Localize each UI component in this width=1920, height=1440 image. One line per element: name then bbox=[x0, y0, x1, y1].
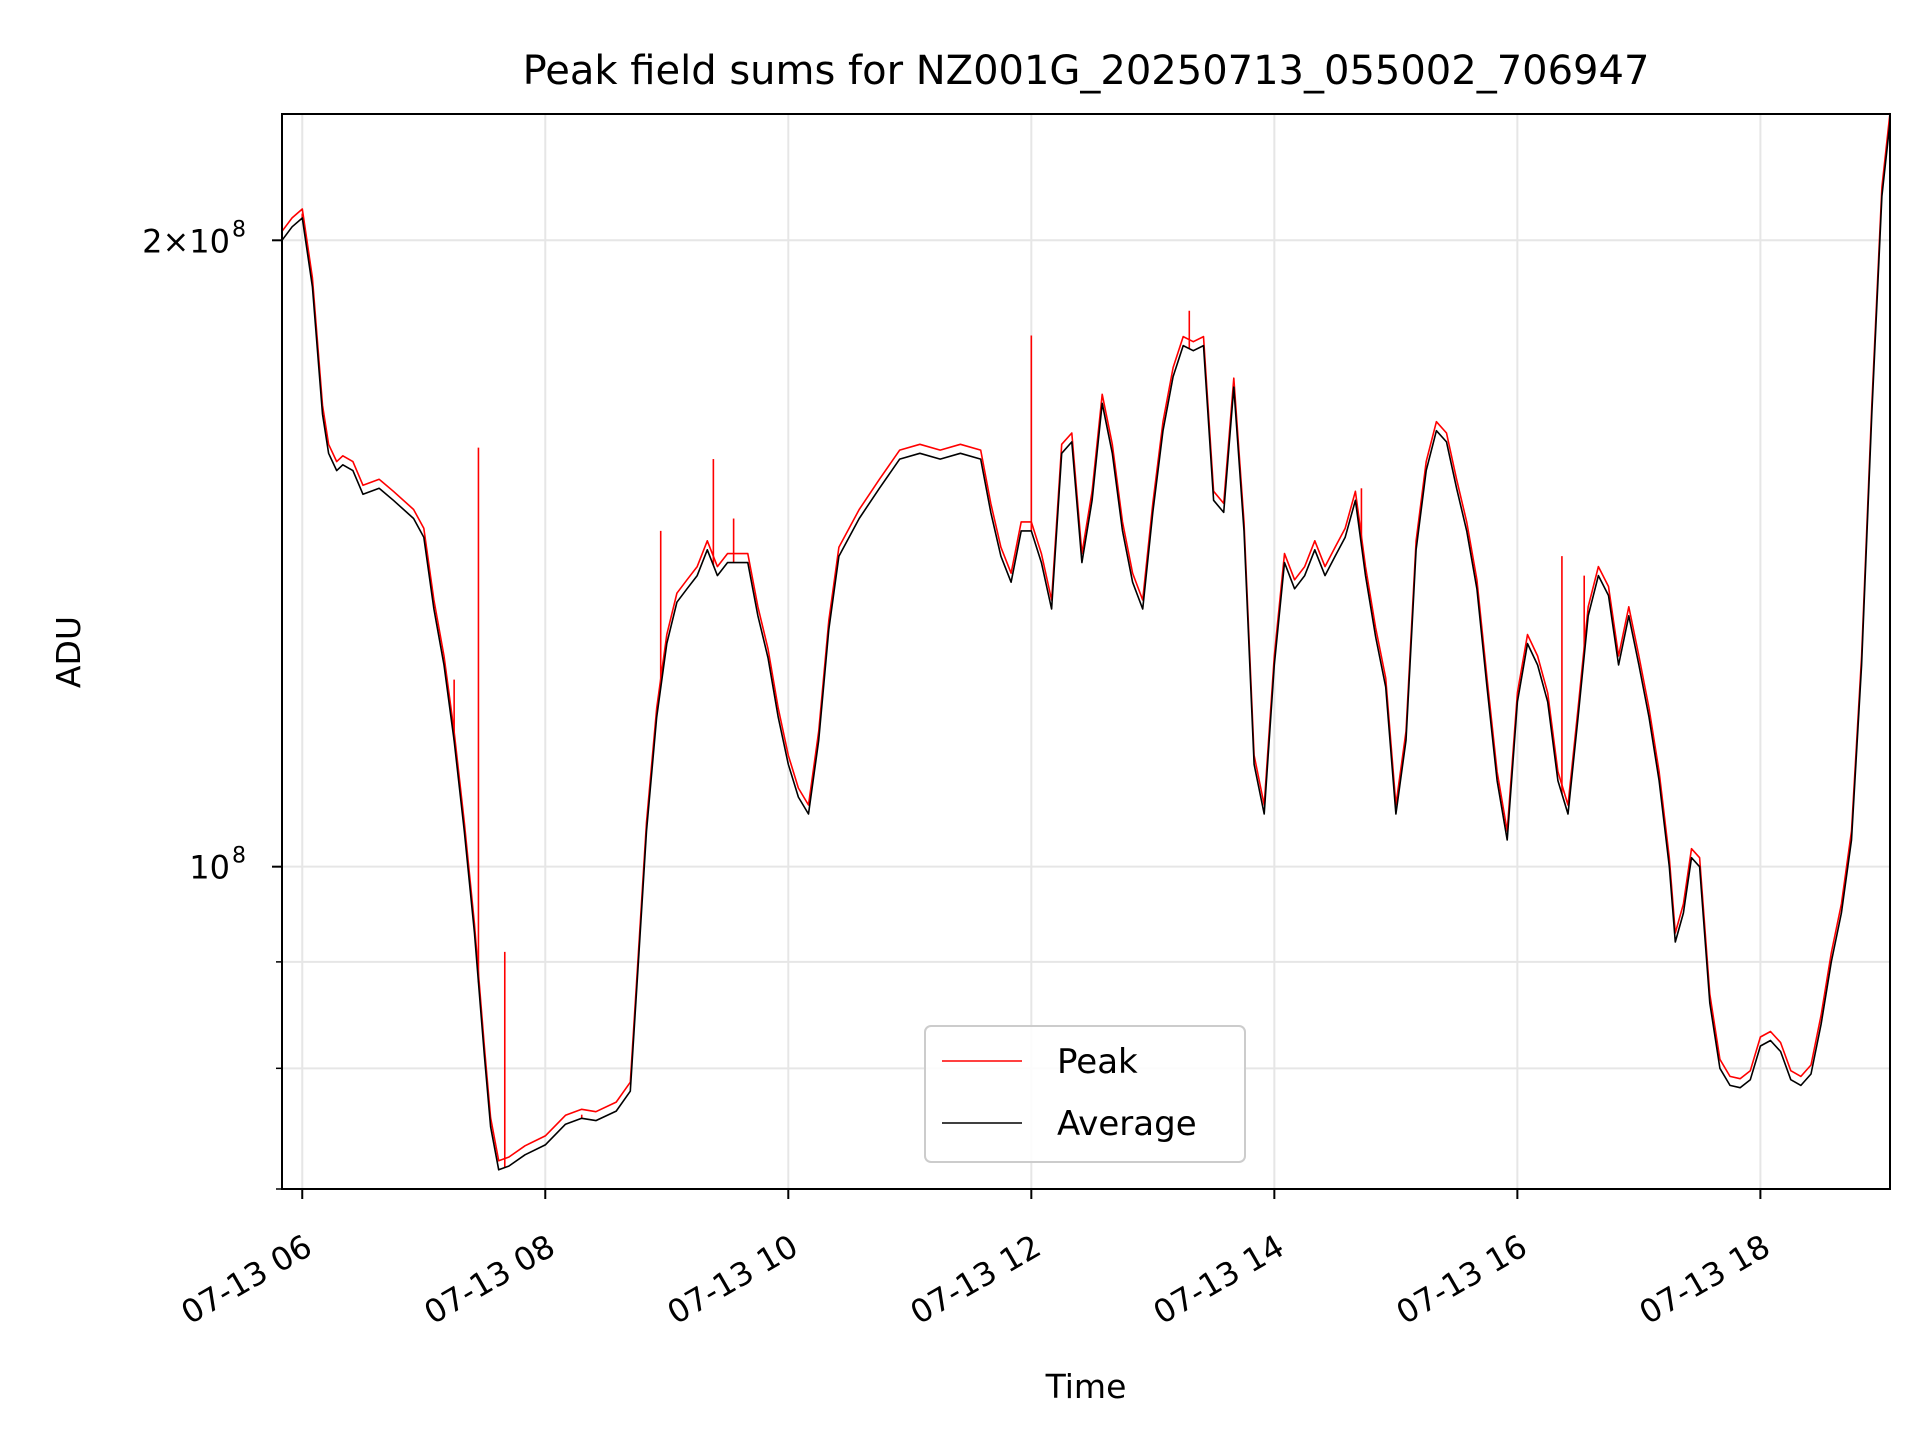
axes-frame bbox=[281, 113, 1891, 1190]
series-group bbox=[281, 112, 1891, 1171]
x-axis-label: Time bbox=[1045, 1367, 1127, 1406]
series-line-peak bbox=[281, 112, 1891, 1162]
plot-area bbox=[281, 112, 1891, 1171]
legend: Peak Average bbox=[924, 1025, 1246, 1163]
legend-box bbox=[924, 1025, 1246, 1163]
y-tick-label-exponent: 8 bbox=[232, 217, 246, 242]
y-tick-label-exponent: 8 bbox=[232, 844, 246, 869]
chart-title: Peak field sums for NZ001G_20250713_0550… bbox=[523, 48, 1650, 94]
legend-label-peak: Peak bbox=[1057, 1042, 1138, 1082]
y-tick-label: 10 bbox=[189, 849, 230, 887]
series-line-average bbox=[281, 121, 1891, 1171]
y-tick-label: 2×10 bbox=[142, 222, 230, 260]
y-axis-label: ADU bbox=[49, 616, 88, 688]
legend-label-average: Average bbox=[1057, 1104, 1197, 1144]
